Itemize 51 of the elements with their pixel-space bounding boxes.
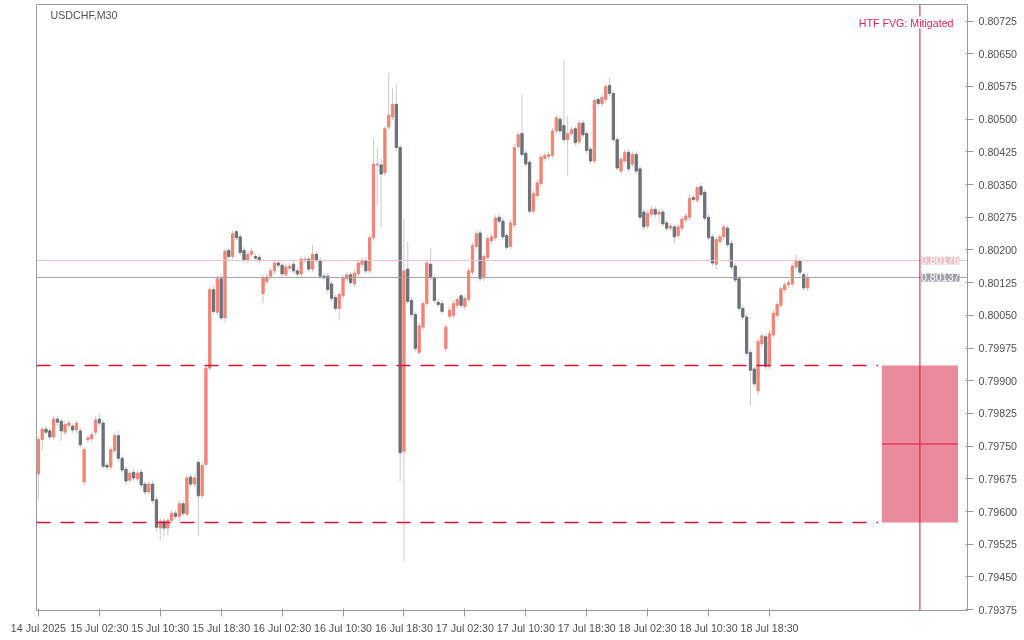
y-tick-label: 0.79375 <box>978 603 1018 616</box>
y-tick-label: 0.79975 <box>978 342 1018 355</box>
x-tick-label: 16 Jul 10:30 <box>313 621 373 634</box>
y-tick-label: 0.80200 <box>978 243 1018 256</box>
x-tick-label: 15 Jul 02:30 <box>70 621 129 634</box>
candlestick <box>211 284 216 315</box>
x-tick-label: 18 Jul 10:30 <box>679 621 738 634</box>
x-tick-label: 17 Jul 02:30 <box>435 621 494 634</box>
x-tick-label: 14 Jul 2025 <box>10 621 67 634</box>
y-tick-label: 0.80275 <box>978 211 1018 224</box>
candlestick <box>604 82 608 104</box>
y-tick-label: 0.80575 <box>978 80 1018 93</box>
x-tick-label: 15 Jul 18:30 <box>192 621 251 634</box>
y-tick-label: 0.80500 <box>978 113 1018 126</box>
x-tick-label: 18 Jul 18:30 <box>740 621 799 634</box>
x-tick-label: 18 Jul 02:30 <box>618 621 677 634</box>
y-tick-label: 0.79675 <box>978 472 1018 485</box>
chart-title: USDCHF,M30 <box>50 8 118 21</box>
candlestick <box>657 208 661 224</box>
candlestick <box>444 323 448 353</box>
y-tick-label: 0.80125 <box>978 276 1018 289</box>
candlestick <box>158 517 162 542</box>
candlestick <box>299 255 303 278</box>
y-tick-label: 0.80050 <box>978 309 1018 322</box>
candlestick <box>86 434 90 444</box>
candlestick <box>93 415 98 436</box>
annotation: HTF FVG: Mitigated <box>858 16 954 29</box>
y-tick-label: 0.80350 <box>978 178 1018 191</box>
candlestick <box>577 119 581 146</box>
candlestick <box>59 417 63 442</box>
candlestick <box>695 184 699 204</box>
candlestick <box>646 209 650 230</box>
y-tick-label: 0.79450 <box>978 570 1018 583</box>
candlestick <box>162 517 166 538</box>
y-tick-label: 0.80725 <box>978 15 1018 28</box>
y-tick-label: 0.79525 <box>978 538 1018 551</box>
y-tick-label: 0.80425 <box>978 145 1018 158</box>
y-tick-label: 0.79750 <box>978 440 1018 453</box>
y-tick-label: 0.79825 <box>978 407 1018 420</box>
candlestick <box>493 214 497 242</box>
x-tick-label: 17 Jul 10:30 <box>496 621 555 634</box>
ref-line-label: 0.80137 <box>920 271 960 284</box>
x-tick-label: 16 Jul 18:30 <box>374 621 434 634</box>
y-tick-label: 0.80650 <box>978 47 1018 60</box>
x-tick-label: 17 Jul 18:30 <box>557 621 616 634</box>
y-tick-label: 0.79900 <box>978 374 1018 387</box>
ref-line-label: 0.80176 <box>920 254 960 267</box>
x-tick-label: 16 Jul 02:30 <box>253 621 312 634</box>
y-tick-label: 0.79600 <box>978 505 1018 518</box>
x-tick-label: 15 Jul 10:30 <box>131 621 190 634</box>
candlestick <box>261 274 265 305</box>
